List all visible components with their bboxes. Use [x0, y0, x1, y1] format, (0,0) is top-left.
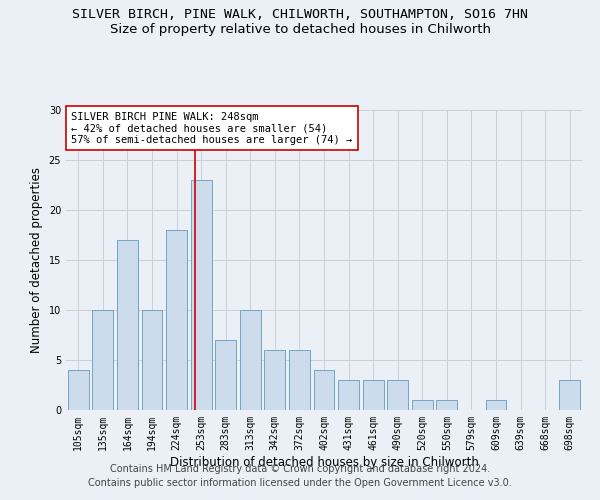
Text: Size of property relative to detached houses in Chilworth: Size of property relative to detached ho… — [110, 22, 491, 36]
Bar — [265, 350, 286, 410]
Text: Contains HM Land Registry data © Crown copyright and database right 2024.
Contai: Contains HM Land Registry data © Crown c… — [88, 464, 512, 487]
Bar — [191, 180, 212, 410]
Bar — [314, 370, 334, 410]
Bar — [68, 370, 89, 410]
Text: SILVER BIRCH, PINE WALK, CHILWORTH, SOUTHAMPTON, SO16 7HN: SILVER BIRCH, PINE WALK, CHILWORTH, SOUT… — [72, 8, 528, 20]
Bar — [338, 380, 359, 410]
Bar — [362, 380, 383, 410]
Bar — [215, 340, 236, 410]
Bar — [412, 400, 433, 410]
Bar — [117, 240, 138, 410]
Bar — [436, 400, 457, 410]
X-axis label: Distribution of detached houses by size in Chilworth: Distribution of detached houses by size … — [170, 456, 478, 468]
Bar — [92, 310, 113, 410]
Bar — [559, 380, 580, 410]
Bar — [387, 380, 408, 410]
Bar — [166, 230, 187, 410]
Bar — [289, 350, 310, 410]
Bar — [240, 310, 261, 410]
Bar — [485, 400, 506, 410]
Y-axis label: Number of detached properties: Number of detached properties — [30, 167, 43, 353]
Text: SILVER BIRCH PINE WALK: 248sqm
← 42% of detached houses are smaller (54)
57% of : SILVER BIRCH PINE WALK: 248sqm ← 42% of … — [71, 112, 352, 144]
Bar — [142, 310, 163, 410]
